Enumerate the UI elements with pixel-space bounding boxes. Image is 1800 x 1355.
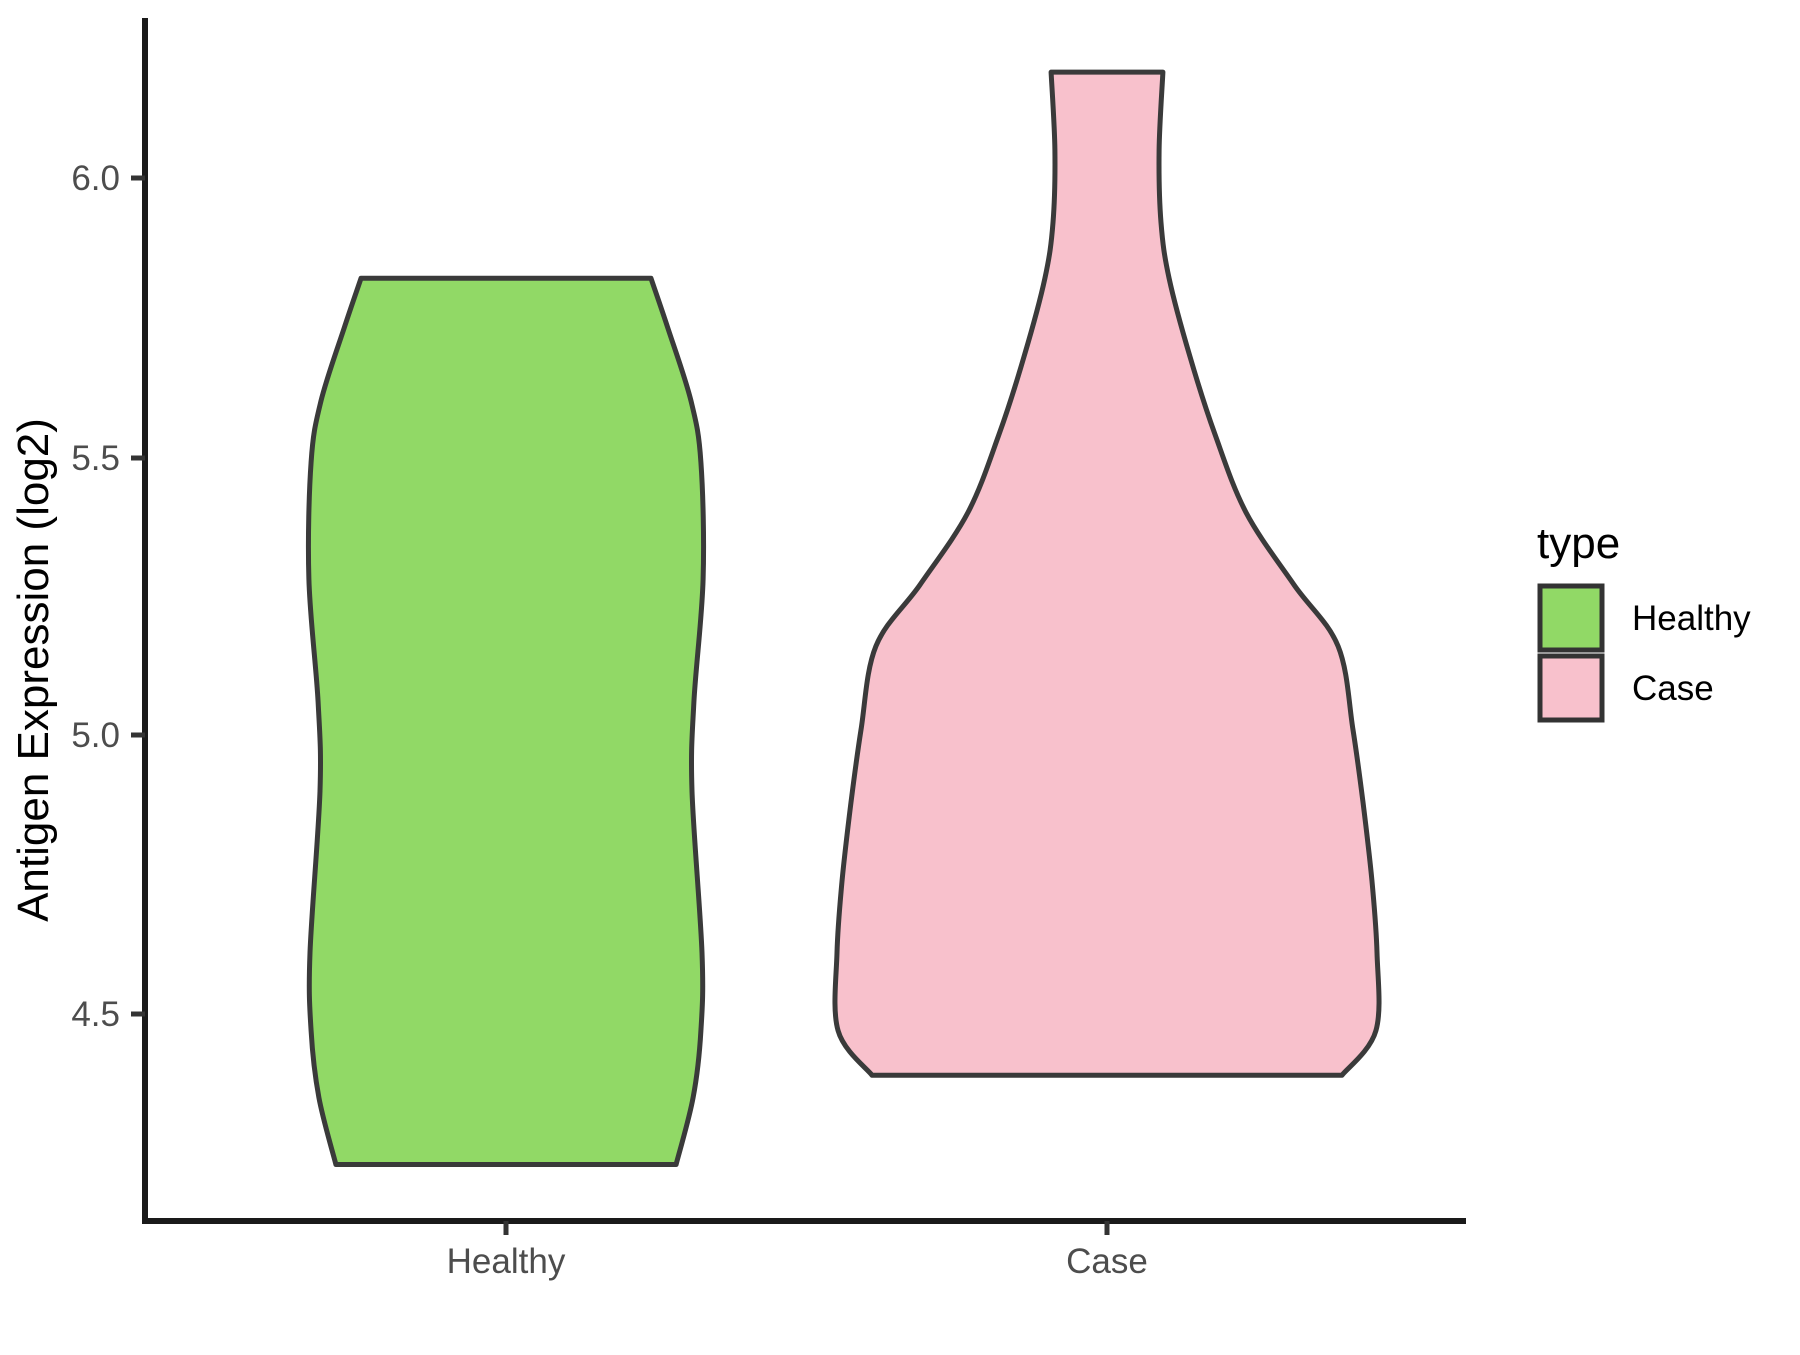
x-tick-label-healthy: Healthy [447, 1242, 566, 1281]
y-axis-labels: 6.0 5.5 5.0 4.5 [71, 159, 120, 1034]
y-axis-ticks [131, 175, 145, 1017]
y-tick-label-5.5: 5.5 [71, 439, 120, 478]
y-tick-label-5.0: 5.0 [71, 716, 120, 755]
y-tick-label-4.5: 4.5 [71, 995, 120, 1034]
legend-title: type [1537, 519, 1620, 568]
violin-layer [305, 69, 1382, 1167]
legend-swatch-healthy [1537, 583, 1605, 653]
violin-case [832, 69, 1382, 1078]
x-axis-labels: Healthy Case [447, 1242, 1148, 1281]
y-tick-label-6.0: 6.0 [71, 159, 120, 198]
legend-swatch-case [1537, 653, 1605, 723]
legend-label-healthy: Healthy [1632, 599, 1751, 638]
legend: type Healthy Case [1537, 519, 1751, 723]
legend-label-case: Case [1632, 669, 1714, 708]
violin-healthy [305, 275, 707, 1167]
x-tick-label-case: Case [1066, 1242, 1148, 1281]
y-axis-title: Antigen Expression (log2) [9, 418, 58, 922]
axes [142, 18, 1466, 1224]
x-axis-ticks [503, 1221, 1110, 1235]
